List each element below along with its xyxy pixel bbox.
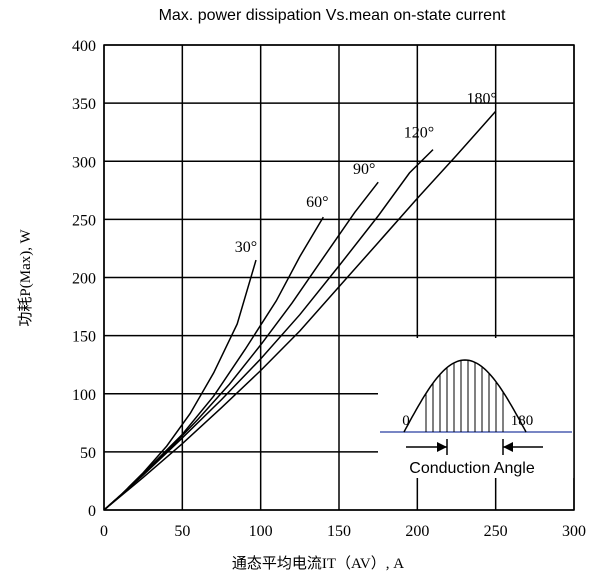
series-label: 30° xyxy=(235,239,257,256)
x-tick-label: 250 xyxy=(484,523,508,540)
y-tick-label: 200 xyxy=(72,271,96,288)
plot-frame xyxy=(103,44,575,511)
y-tick-label: 50 xyxy=(80,445,96,462)
series-label: 120° xyxy=(404,125,434,142)
series-label: 90° xyxy=(353,161,375,178)
series-labels: 30° 60° 90° 120° 180° xyxy=(235,90,497,256)
y-axis-label: 功耗P(Max), W xyxy=(17,229,34,327)
x-axis-ticks: 0 50 100 150 200 250 300 xyxy=(100,523,586,540)
grid-lines xyxy=(103,44,575,511)
series-line xyxy=(103,216,324,511)
inset-caption: Conduction Angle xyxy=(409,460,535,477)
y-tick-label: 150 xyxy=(72,329,96,346)
x-tick-label: 100 xyxy=(249,523,273,540)
inset-start-label: 0 xyxy=(402,413,410,429)
x-tick-label: 0 xyxy=(100,523,108,540)
inset-background xyxy=(378,338,574,478)
inset-arrowhead-left xyxy=(437,442,447,452)
x-axis-label: 通态平均电流IT（AV）, A xyxy=(232,555,404,572)
inset-waveform xyxy=(403,359,527,433)
y-tick-label: 350 xyxy=(72,96,96,113)
y-tick-label: 0 xyxy=(88,503,96,520)
inset-end-label: 180 xyxy=(511,413,534,429)
y-axis-ticks: 0 50 100 150 200 250 300 350 400 xyxy=(72,38,96,520)
y-tick-label: 100 xyxy=(72,387,96,404)
series-line xyxy=(103,110,497,511)
series-line xyxy=(103,259,257,511)
x-tick-label: 150 xyxy=(327,523,351,540)
chart-title: Max. power dissipation Vs.mean on-state … xyxy=(159,7,506,24)
y-tick-label: 300 xyxy=(72,154,96,171)
series-layer xyxy=(103,110,497,511)
series-line xyxy=(103,181,379,511)
series-label: 60° xyxy=(306,194,328,211)
x-tick-label: 50 xyxy=(174,523,190,540)
conduction-angle-inset: 0 180 Conduction Angle xyxy=(378,338,574,478)
inset-arrowhead-right xyxy=(503,442,513,452)
y-tick-label: 400 xyxy=(72,38,96,55)
series-label: 180° xyxy=(466,90,496,107)
series-line xyxy=(103,149,434,511)
x-tick-label: 200 xyxy=(405,523,429,540)
y-tick-label: 250 xyxy=(72,212,96,229)
x-tick-label: 300 xyxy=(562,523,586,540)
